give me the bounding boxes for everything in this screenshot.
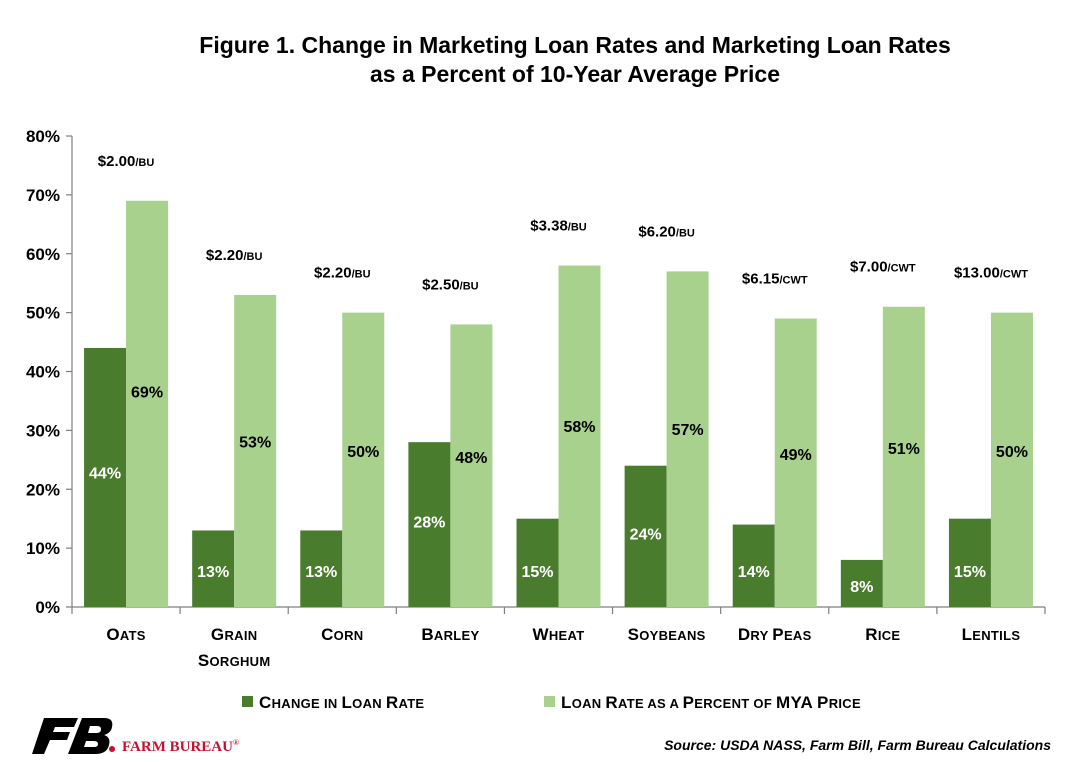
y-tick-label: 30% [26,421,60,440]
bar-change-in-loan-rate [516,518,559,607]
chart-title: Figure 1. Change in Marketing Loan Rates… [199,32,950,58]
bar-label-change: 44% [89,465,121,482]
y-tick-label: 40% [26,363,60,382]
bar-label-change: 15% [954,564,986,581]
source-note: Source: USDA NASS, Farm Bill, Farm Burea… [664,737,1051,753]
price-label: $7.00/CWT [850,259,916,276]
bar-label-percent: 48% [455,450,487,467]
price-label: $13.00/CWT [954,265,1028,282]
bar-label-change: 13% [305,564,337,581]
bar-loan-rate-percent [342,312,385,607]
bar-label-percent: 53% [239,435,271,452]
price-label: $2.00/BU [98,153,155,170]
bar-label-change: 14% [738,564,770,581]
bar-change-in-loan-rate [624,465,667,607]
category-label: DRY PEAS [738,625,812,644]
bar-label-change: 15% [521,564,553,581]
bar-label-percent: 51% [888,441,920,458]
bar-label-percent: 58% [563,419,595,436]
category-labels: OATS GRAIN SORGHUM CORN BARLEY WHEAT SOYBEANS D… [106,625,1020,670]
price-label: $3.38/BU [530,218,587,235]
price-label: $2.20/BU [206,247,263,264]
category-label: LENTILS [962,625,1021,644]
y-tick-label: 0% [35,598,60,617]
category-label: BARLEY [421,625,479,644]
price-label: $6.20/BU [638,223,695,240]
logo-text: FARM BUREAU® [122,738,239,755]
bar-change-in-loan-rate [192,530,235,607]
bar-change-in-loan-rate [732,524,775,607]
bar-label-change: 28% [413,514,445,531]
category-label: OATS [106,625,145,644]
bar-change-in-loan-rate [840,559,883,607]
bar-loan-rate-percent [882,306,925,607]
bar-loan-rate-percent [666,271,709,607]
y-tick-label: 70% [26,186,60,205]
price-label: $6.15/CWT [742,271,808,288]
bar-loan-rate-percent [126,200,169,607]
bar-label-change: 13% [197,564,229,581]
bar-loan-rate-percent [234,294,277,607]
legend-label-percent: LOAN RATE AS A PERCENT OF MYA PRICE [561,693,861,712]
price-label: $2.50/BU [422,276,479,293]
legend-swatch-percent [544,696,555,707]
category-label: RICE [865,625,900,644]
data-labels: 44% 69% 13% 53% 13% 50% 28% 48% 15% 58% 24% 57% 14% 4… [89,385,1028,596]
bar-label-percent: 50% [347,444,379,461]
bar-change-in-loan-rate [948,518,991,607]
legend: CHANGE IN LOAN RATE LOAN RATE AS A PERCE… [242,693,861,712]
y-tick-label: 50% [26,304,60,323]
y-tick-label: 10% [26,539,60,558]
chart-subtitle: as a Percent of 10-Year Average Price [370,61,780,87]
farm-bureau-logo: FB FARM BUREAU® [32,718,239,755]
category-label: GRAIN [211,625,258,644]
bar-label-percent: 49% [780,447,812,464]
bar-loan-rate-percent [558,265,601,607]
bar-label-percent: 50% [996,444,1028,461]
bar-change-in-loan-rate [84,347,127,607]
bar-label-percent: 57% [672,422,704,439]
y-tick-label: 60% [26,245,60,264]
bar-loan-rate-percent [990,312,1033,607]
price-labels: $2.00/BU $2.20/BU $2.20/BU $2.50/BU $3.38/BU… [98,153,1028,294]
category-label: SOYBEANS [628,625,706,644]
logo-dot [109,746,115,752]
bar-label-percent: 69% [131,385,163,402]
bar-loan-rate-percent [774,318,817,607]
bar-label-change: 24% [630,527,662,544]
y-axis: 0% 10% 20% 30% 40% 50% 60% 70% 80% [26,127,73,617]
y-tick-label: 80% [26,127,60,146]
bar-label-change: 8% [850,579,873,596]
bars [84,200,1033,607]
bar-change-in-loan-rate [408,442,451,607]
legend-label-change: CHANGE IN LOAN RATE [259,693,424,712]
price-label: $2.20/BU [314,265,371,282]
fb-logo-mark-icon: FB [32,718,113,754]
x-axis [71,606,1046,614]
bar-change-in-loan-rate [300,530,343,607]
bar-loan-rate-percent [450,324,493,607]
category-label: WHEAT [533,625,585,644]
y-tick-label: 20% [26,480,60,499]
category-label: SORGHUM [198,651,271,670]
category-label: CORN [321,625,363,644]
legend-swatch-change [242,696,253,707]
